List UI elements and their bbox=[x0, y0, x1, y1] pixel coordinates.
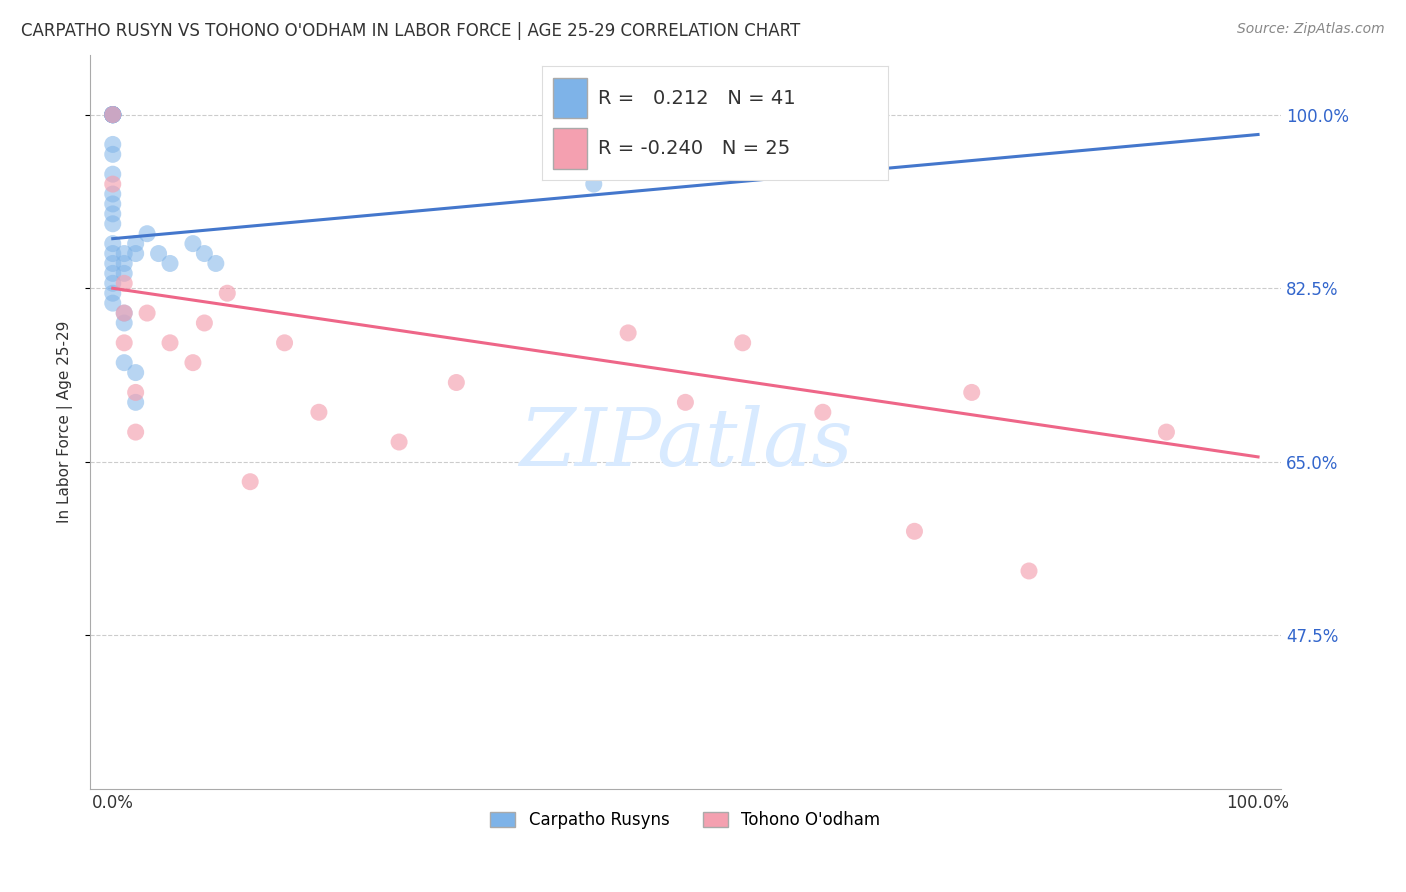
Point bbox=[811, 405, 834, 419]
Point bbox=[159, 335, 181, 350]
Legend: Carpatho Rusyns, Tohono O'odham: Carpatho Rusyns, Tohono O'odham bbox=[484, 805, 887, 836]
Point bbox=[124, 425, 146, 439]
Point bbox=[273, 335, 295, 350]
Point bbox=[1018, 564, 1040, 578]
Point bbox=[388, 435, 411, 450]
Point bbox=[193, 316, 215, 330]
Point bbox=[124, 236, 146, 251]
Point bbox=[101, 108, 124, 122]
Point bbox=[112, 356, 135, 370]
Point bbox=[124, 385, 146, 400]
Point bbox=[101, 108, 124, 122]
Point bbox=[124, 366, 146, 380]
Point bbox=[308, 405, 330, 419]
Point bbox=[101, 246, 124, 260]
Point bbox=[101, 187, 124, 202]
Point bbox=[181, 236, 204, 251]
Point bbox=[181, 356, 204, 370]
Point bbox=[617, 326, 640, 340]
Point bbox=[193, 246, 215, 260]
Point bbox=[101, 286, 124, 301]
Point bbox=[101, 108, 124, 122]
Point bbox=[101, 266, 124, 280]
Point bbox=[101, 296, 124, 310]
Point bbox=[446, 376, 468, 390]
Point bbox=[731, 335, 754, 350]
Point bbox=[124, 395, 146, 409]
Point bbox=[205, 256, 228, 270]
Point bbox=[960, 385, 983, 400]
Text: ZIPatlas: ZIPatlas bbox=[519, 406, 852, 483]
Point bbox=[101, 137, 124, 152]
Point bbox=[101, 108, 124, 122]
Y-axis label: In Labor Force | Age 25-29: In Labor Force | Age 25-29 bbox=[58, 321, 73, 524]
Point bbox=[101, 147, 124, 161]
Point bbox=[101, 108, 124, 122]
Point bbox=[101, 108, 124, 122]
Point bbox=[136, 227, 159, 241]
Point bbox=[101, 108, 124, 122]
Point bbox=[148, 246, 170, 260]
Point bbox=[112, 266, 135, 280]
Point bbox=[124, 246, 146, 260]
Text: Source: ZipAtlas.com: Source: ZipAtlas.com bbox=[1237, 22, 1385, 37]
Text: CARPATHO RUSYN VS TOHONO O'ODHAM IN LABOR FORCE | AGE 25-29 CORRELATION CHART: CARPATHO RUSYN VS TOHONO O'ODHAM IN LABO… bbox=[21, 22, 800, 40]
Point bbox=[101, 236, 124, 251]
Point bbox=[239, 475, 262, 489]
Point bbox=[101, 167, 124, 181]
Point bbox=[101, 217, 124, 231]
Point bbox=[673, 395, 696, 409]
Point bbox=[159, 256, 181, 270]
Point bbox=[136, 306, 159, 320]
Point bbox=[112, 335, 135, 350]
Point bbox=[101, 108, 124, 122]
Point bbox=[903, 524, 925, 539]
Point bbox=[112, 256, 135, 270]
Point bbox=[112, 246, 135, 260]
Point bbox=[101, 197, 124, 211]
Point bbox=[101, 108, 124, 122]
Point bbox=[101, 256, 124, 270]
Point bbox=[112, 306, 135, 320]
Point bbox=[582, 177, 605, 191]
Point bbox=[101, 108, 124, 122]
Point bbox=[112, 316, 135, 330]
Point bbox=[101, 108, 124, 122]
Point bbox=[112, 306, 135, 320]
Point bbox=[101, 207, 124, 221]
Point bbox=[101, 277, 124, 291]
Point bbox=[112, 277, 135, 291]
Point bbox=[217, 286, 239, 301]
Point bbox=[1156, 425, 1178, 439]
Point bbox=[101, 177, 124, 191]
